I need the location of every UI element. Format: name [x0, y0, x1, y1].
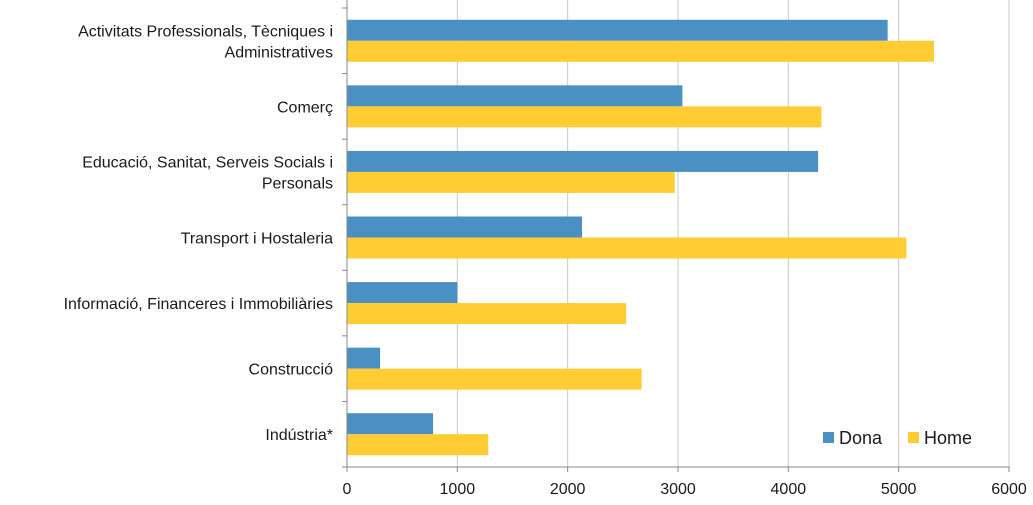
x-tick-label-1: 1000 [440, 481, 476, 498]
bar-dona-4 [347, 282, 458, 304]
legend-label-home: Home [924, 428, 972, 448]
bar-home-1 [347, 106, 822, 128]
legend-swatch-dona [823, 432, 834, 443]
category-label-2-line-1: Personals [262, 175, 333, 192]
category-label-3-line-0: Transport i Hostaleria [181, 231, 333, 248]
legend-swatch-home [908, 432, 919, 443]
x-tick-label-4: 4000 [771, 481, 807, 498]
category-label-4-line-0: Informació, Financeres i Immobiliàries [64, 296, 333, 313]
bar-dona-1 [347, 85, 683, 107]
bar-dona-0 [347, 19, 888, 41]
category-label-0-line-0: Activitats Professionals, Tècniques i [78, 23, 333, 40]
bar-home-4 [347, 303, 627, 325]
category-label-1-line-0: Comerç [277, 99, 333, 116]
bar-home-0 [347, 40, 934, 62]
x-tick-label-3: 3000 [660, 481, 696, 498]
legend-label-dona: Dona [839, 428, 883, 448]
bar-dona-3 [347, 216, 583, 238]
x-tick-label-0: 0 [343, 481, 352, 498]
category-label-0-line-1: Administratives [225, 44, 333, 61]
bar-home-2 [347, 171, 675, 193]
x-tick-label-6: 6000 [991, 481, 1027, 498]
bar-dona-5 [347, 347, 381, 369]
bar-home-6 [347, 434, 489, 456]
bar-dona-6 [347, 413, 434, 435]
category-label-6-line-0: Indústria* [265, 427, 333, 444]
x-tick-label-5: 5000 [881, 481, 917, 498]
bar-home-5 [347, 368, 642, 390]
bar-home-3 [347, 237, 907, 259]
x-tick-label-2: 2000 [550, 481, 586, 498]
bar-dona-2 [347, 150, 819, 172]
category-label-2-line-0: Educació, Sanitat, Serveis Socials i [82, 154, 333, 171]
category-label-5-line-0: Construcció [249, 362, 334, 379]
